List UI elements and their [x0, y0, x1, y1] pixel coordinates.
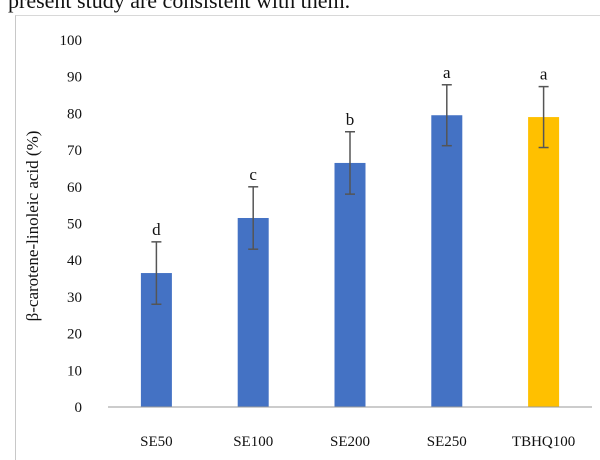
- y-tick-label: 40: [67, 253, 82, 269]
- x-tick-label: SE200: [330, 434, 370, 450]
- y-tick-label: 80: [67, 106, 82, 122]
- y-tick-label: 70: [67, 143, 82, 159]
- y-tick-label: 100: [60, 33, 83, 49]
- bar: [528, 117, 560, 407]
- significance-letter: d: [152, 220, 161, 239]
- y-tick-label: 10: [67, 363, 82, 379]
- significance-letter: c: [249, 165, 257, 184]
- x-axis-ticks: SE50 SE100 SE200 SE250 TBHQ100: [140, 434, 575, 450]
- error-bars: [151, 84, 549, 305]
- x-tick-label: TBHQ100: [512, 434, 575, 450]
- y-tick-label: 60: [67, 180, 82, 196]
- x-tick-label: SE50: [140, 434, 173, 450]
- partial-page-text: present study are consistent with them.: [8, 0, 351, 13]
- error-bar: [538, 85, 549, 149]
- error-bar: [345, 131, 355, 195]
- x-tick-label: SE100: [233, 434, 273, 450]
- y-axis-label: β-carotene-linoleic acid (%): [23, 131, 42, 322]
- significance-letter: b: [346, 110, 355, 129]
- y-tick-label: 50: [67, 217, 82, 233]
- bars: [140, 115, 560, 408]
- significance-letter: a: [443, 63, 451, 82]
- significance-letter: a: [540, 65, 548, 84]
- y-tick-label: 20: [67, 327, 82, 343]
- bar: [334, 162, 366, 407]
- error-bar: [151, 241, 162, 305]
- error-bar: [248, 186, 259, 250]
- significance-letters: d c b a a: [152, 63, 548, 239]
- bar: [431, 115, 463, 408]
- error-bar: [441, 84, 452, 147]
- y-tick-label: 0: [75, 400, 83, 416]
- y-axis-ticks: 0 10 20 30 40 50 60 70 80 90 100: [60, 33, 83, 416]
- figure-frame: [15, 15, 600, 460]
- x-tick-label: SE250: [427, 434, 467, 450]
- y-tick-label: 90: [67, 70, 82, 86]
- y-tick-label: 30: [67, 290, 82, 306]
